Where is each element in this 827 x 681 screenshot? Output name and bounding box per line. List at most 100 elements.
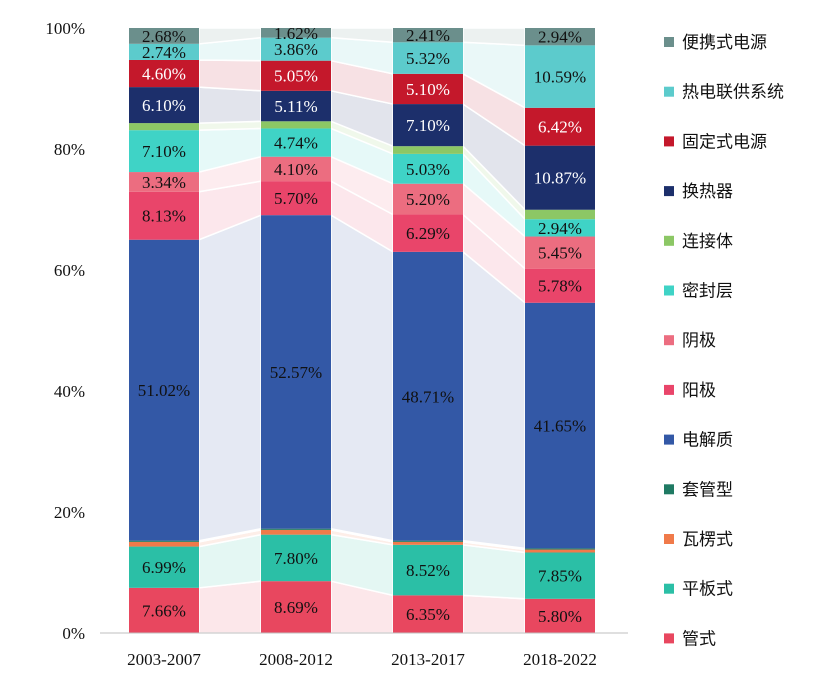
bar-segment bbox=[261, 37, 331, 61]
flow-band bbox=[198, 214, 262, 542]
legend-label: 阴极 bbox=[682, 331, 716, 351]
data-label: 2.74% bbox=[142, 43, 186, 62]
bar-segment bbox=[525, 598, 595, 633]
bar-segment bbox=[525, 145, 595, 210]
bar-segment bbox=[393, 595, 463, 633]
bar-segment bbox=[261, 528, 331, 530]
data-label: 4.74% bbox=[274, 134, 318, 153]
bar-segment bbox=[261, 28, 331, 38]
legend-label: 热电联供系统 bbox=[682, 83, 784, 103]
bar-segment bbox=[261, 181, 331, 216]
legend-swatch bbox=[664, 86, 674, 97]
legend-swatch bbox=[664, 434, 674, 445]
bar-segment bbox=[393, 42, 463, 74]
bar-segment bbox=[393, 541, 463, 545]
data-label: 5.03% bbox=[406, 160, 450, 179]
bar-segment bbox=[261, 534, 331, 582]
data-label: 7.85% bbox=[538, 567, 582, 586]
bar-segment bbox=[525, 302, 595, 549]
bar-segment bbox=[129, 59, 199, 88]
data-label: 1.62% bbox=[274, 24, 318, 43]
y-tick-label: 60% bbox=[54, 261, 85, 280]
y-tick-label: 80% bbox=[54, 140, 85, 159]
data-label: 6.10% bbox=[142, 96, 186, 115]
flow-band bbox=[198, 59, 262, 92]
bar-segment bbox=[129, 43, 199, 60]
bar-segment bbox=[261, 60, 331, 91]
legend-label: 瓦楞式 bbox=[682, 530, 733, 550]
data-label: 6.42% bbox=[538, 118, 582, 137]
legend-label: 换热器 bbox=[682, 182, 733, 202]
data-label: 2.68% bbox=[142, 27, 186, 46]
legend-label: 管式 bbox=[682, 629, 716, 649]
bar-segment bbox=[261, 529, 331, 535]
bar-segment bbox=[393, 251, 463, 541]
y-tick-label: 0% bbox=[62, 624, 85, 643]
data-label: 7.10% bbox=[406, 116, 450, 135]
legend-label: 平板式 bbox=[682, 580, 733, 600]
bar-segment bbox=[525, 552, 595, 599]
bar-segment bbox=[393, 28, 463, 43]
flow-band bbox=[462, 250, 526, 550]
legend-label: 套管型 bbox=[682, 480, 733, 500]
y-tick-label: 40% bbox=[54, 382, 85, 401]
bar-segment bbox=[393, 146, 463, 154]
bar-segment bbox=[393, 540, 463, 542]
legend-label: 连接体 bbox=[682, 232, 733, 252]
data-label: 6.35% bbox=[406, 605, 450, 624]
legend-label: 阳极 bbox=[682, 381, 716, 401]
bar-segment bbox=[261, 128, 331, 157]
legend-swatch bbox=[664, 633, 674, 644]
bar-segment bbox=[525, 549, 595, 553]
bar-segment bbox=[393, 104, 463, 147]
bar-segment bbox=[525, 236, 595, 269]
data-label: 5.10% bbox=[406, 80, 450, 99]
data-label: 10.59% bbox=[534, 68, 586, 87]
data-label: 5.32% bbox=[406, 49, 450, 68]
data-label: 48.71% bbox=[402, 387, 454, 406]
legend-swatch bbox=[664, 186, 674, 197]
bar-segment bbox=[525, 28, 595, 46]
legend-swatch bbox=[664, 37, 674, 47]
legend-swatch bbox=[664, 484, 674, 495]
bar-segment bbox=[129, 123, 199, 131]
bar-segment bbox=[129, 546, 199, 588]
flow-band bbox=[330, 213, 394, 542]
legend-swatch bbox=[664, 235, 674, 246]
data-label: 3.34% bbox=[142, 173, 186, 192]
data-label: 4.10% bbox=[274, 160, 318, 179]
data-label: 52.57% bbox=[270, 363, 322, 382]
bar-segment bbox=[261, 156, 331, 182]
bar-segment bbox=[129, 541, 199, 547]
flow-band bbox=[462, 27, 526, 47]
data-label: 4.60% bbox=[142, 65, 186, 84]
data-label: 5.78% bbox=[538, 277, 582, 296]
bar-segment bbox=[261, 90, 331, 122]
bar-segment bbox=[393, 153, 463, 184]
bar-segment bbox=[525, 219, 595, 237]
legend-label: 密封层 bbox=[682, 282, 733, 302]
flow-band bbox=[462, 543, 526, 600]
data-label: 3.86% bbox=[274, 40, 318, 59]
bar-segment bbox=[525, 548, 595, 550]
bar-segment bbox=[129, 87, 199, 124]
bar-segment bbox=[393, 73, 463, 105]
data-label: 8.69% bbox=[274, 598, 318, 617]
data-label: 7.66% bbox=[142, 601, 186, 620]
data-label: 7.80% bbox=[274, 549, 318, 568]
data-label: 7.10% bbox=[142, 142, 186, 161]
legend-swatch bbox=[664, 285, 674, 296]
data-label: 6.29% bbox=[406, 224, 450, 243]
legend-label: 电解质 bbox=[682, 431, 733, 451]
legend-swatch bbox=[664, 583, 674, 594]
legend-swatch bbox=[664, 534, 674, 544]
bar-stacks bbox=[129, 28, 595, 633]
data-label: 2.41% bbox=[406, 26, 450, 45]
data-label: 41.65% bbox=[534, 417, 586, 436]
x-tick-label: 2018-2022 bbox=[523, 650, 597, 669]
data-label: 10.87% bbox=[534, 169, 586, 188]
data-label: 5.80% bbox=[538, 607, 582, 626]
flow-band bbox=[198, 580, 262, 634]
bar-segment bbox=[525, 45, 595, 108]
bar-segment bbox=[525, 209, 595, 220]
